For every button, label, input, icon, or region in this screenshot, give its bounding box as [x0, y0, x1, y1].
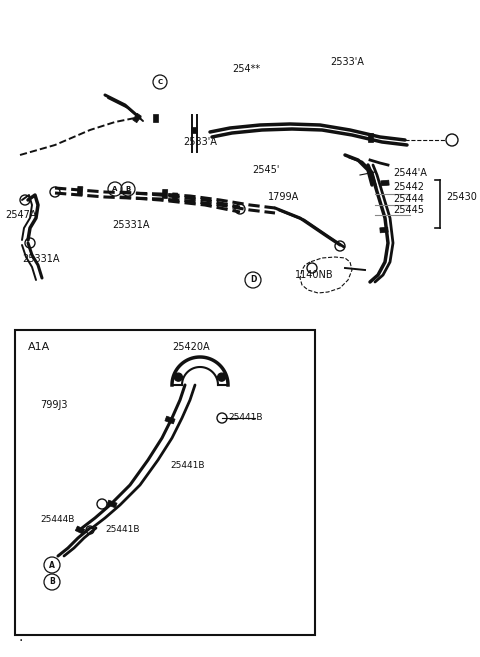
Text: 25441B: 25441B [105, 525, 140, 534]
Text: 25430: 25430 [446, 192, 477, 202]
Text: 254**: 254** [232, 64, 260, 74]
Text: 2547A: 2547A [5, 210, 36, 220]
Polygon shape [380, 227, 388, 233]
Text: 2533'A: 2533'A [183, 137, 217, 147]
Polygon shape [172, 193, 178, 201]
Polygon shape [132, 113, 141, 123]
Polygon shape [368, 133, 372, 141]
Polygon shape [107, 500, 117, 508]
Polygon shape [162, 189, 168, 198]
Polygon shape [191, 127, 197, 133]
Text: C: C [157, 79, 163, 85]
Text: 25331A: 25331A [112, 220, 149, 230]
Text: 25444B: 25444B [40, 515, 74, 524]
Text: B: B [125, 186, 131, 192]
Bar [15, 330, 315, 635]
Text: 1140NB: 1140NB [295, 270, 334, 280]
Text: 2533'A: 2533'A [330, 57, 364, 67]
Circle shape [174, 373, 182, 381]
Text: B: B [49, 578, 55, 587]
Text: 25441B: 25441B [170, 461, 204, 470]
Text: 799J3: 799J3 [40, 400, 68, 410]
Polygon shape [381, 180, 389, 186]
Polygon shape [77, 187, 83, 196]
Text: A1A: A1A [28, 342, 50, 352]
Text: 25442: 25442 [393, 182, 424, 192]
Text: 25445: 25445 [393, 205, 424, 215]
Text: 25444: 25444 [393, 194, 424, 204]
Circle shape [217, 373, 226, 381]
Text: 25420A: 25420A [172, 342, 210, 352]
Text: 25331A: 25331A [22, 254, 60, 264]
Text: 2545': 2545' [252, 165, 279, 175]
Text: 1799A: 1799A [268, 192, 299, 202]
Text: A: A [49, 560, 55, 570]
Polygon shape [153, 114, 157, 122]
Text: D: D [250, 275, 256, 284]
Polygon shape [165, 416, 175, 424]
Polygon shape [75, 526, 84, 534]
Text: 25441B: 25441B [228, 413, 263, 422]
Text: ·: · [18, 634, 23, 648]
Text: 2544'A: 2544'A [393, 168, 427, 178]
Text: A: A [112, 186, 118, 192]
